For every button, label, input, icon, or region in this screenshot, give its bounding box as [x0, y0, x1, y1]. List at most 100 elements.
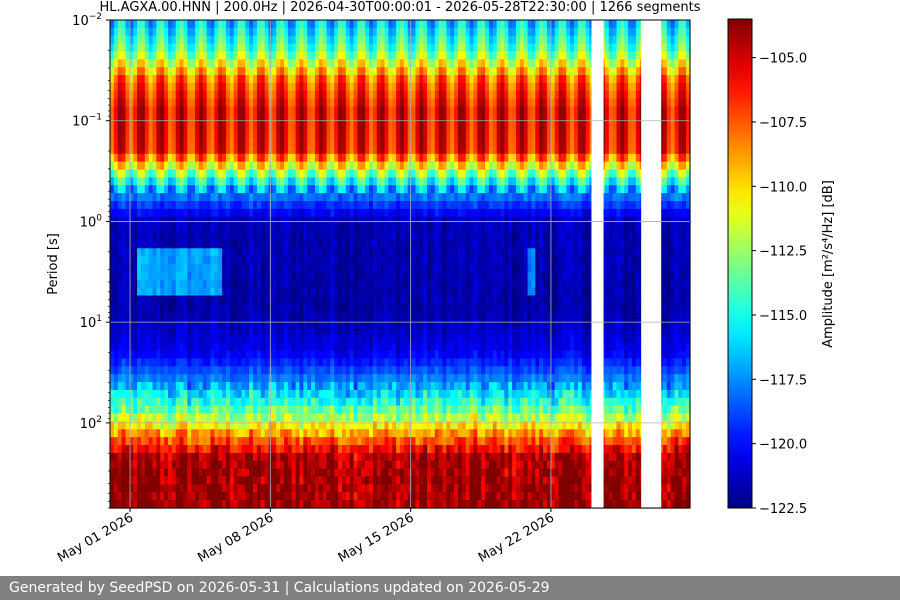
heat-cell	[152, 326, 157, 336]
heat-cell	[206, 90, 212, 100]
heat-cell	[140, 27, 146, 37]
heat-cell	[403, 216, 409, 226]
heat-cell	[345, 295, 351, 304]
heat-cell	[322, 421, 328, 430]
heat-cell	[284, 389, 289, 399]
heat-cell	[168, 437, 173, 446]
heat-cell	[299, 35, 304, 45]
heat-cell	[372, 303, 378, 312]
heat-cell	[214, 240, 219, 249]
heat-cell	[160, 27, 165, 37]
heat-cell	[272, 279, 277, 289]
heat-cell	[284, 169, 289, 179]
heat-cell	[222, 201, 227, 210]
heat-cell	[314, 437, 320, 446]
heat-cell	[249, 366, 254, 375]
heat-cell	[326, 248, 331, 257]
heat-cell	[125, 468, 130, 478]
heat-cell	[326, 382, 331, 391]
heat-cell	[191, 397, 196, 407]
heat-cell	[210, 43, 215, 53]
heat-cell	[260, 27, 266, 37]
heat-cell	[137, 232, 142, 241]
heat-cell	[342, 193, 347, 202]
heat-cell	[226, 319, 231, 328]
heat-cell	[260, 413, 266, 423]
heat-cell	[407, 98, 413, 108]
heat-cell	[314, 295, 320, 304]
heat-cell	[400, 460, 405, 470]
heat-cell	[222, 145, 227, 155]
heat-cell	[384, 500, 389, 509]
heat-cell	[307, 319, 312, 328]
heat-cell	[365, 271, 370, 281]
heat-cell	[241, 468, 246, 478]
heat-cell	[113, 161, 119, 171]
heat-cell	[372, 319, 378, 328]
heat-cell	[206, 421, 212, 430]
heat-cell	[191, 460, 196, 470]
heat-cell	[198, 287, 204, 297]
heat-cell	[403, 405, 409, 415]
heat-cell	[372, 75, 378, 84]
heat-cell	[295, 484, 301, 493]
heat-cell	[303, 201, 308, 210]
heat-cell	[407, 67, 413, 76]
heat-cell	[365, 319, 370, 328]
heat-cell	[148, 106, 154, 116]
heat-cell	[342, 51, 347, 60]
heat-cell	[226, 311, 231, 320]
heat-cell	[326, 201, 331, 210]
heat-cell	[202, 397, 208, 407]
heat-cell	[400, 224, 405, 234]
heat-cell	[218, 240, 223, 249]
heat-cell	[276, 145, 281, 155]
heat-cell	[311, 256, 316, 265]
heat-cell	[164, 59, 169, 68]
heat-cell	[361, 295, 366, 304]
heat-cell	[171, 106, 177, 116]
heat-cell	[353, 326, 359, 336]
heat-cell	[392, 82, 397, 92]
heat-cell	[183, 405, 188, 415]
heat-cell	[237, 20, 243, 29]
heat-cell	[241, 161, 246, 171]
heat-cell	[291, 421, 297, 430]
heat-cell	[168, 405, 173, 415]
heat-cell	[202, 106, 208, 116]
heat-cell	[268, 122, 273, 131]
heat-cell	[280, 295, 285, 304]
heat-cell	[314, 90, 320, 100]
heat-cell	[202, 358, 208, 367]
heat-cell	[272, 374, 277, 383]
heat-cell	[396, 413, 401, 423]
heat-cell	[152, 342, 157, 352]
heat-cell	[110, 130, 115, 139]
heat-cell	[183, 232, 188, 241]
heat-cell	[160, 59, 165, 68]
heat-cell	[392, 468, 397, 478]
heat-cell	[229, 492, 235, 501]
heat-cell	[233, 35, 239, 45]
heat-cell	[419, 193, 424, 202]
heat-cell	[396, 271, 401, 281]
heat-cell	[156, 130, 161, 139]
heat-cell	[318, 106, 324, 116]
heat-cell	[264, 240, 270, 249]
heat-cell	[245, 334, 250, 344]
heat-cell	[392, 366, 397, 375]
heat-cell	[291, 334, 297, 344]
heat-cell	[256, 287, 262, 297]
heat-cell	[249, 51, 254, 60]
heat-cell	[241, 445, 246, 454]
heat-cell	[338, 358, 343, 367]
heat-cell	[338, 264, 343, 273]
heat-cell	[365, 240, 370, 249]
heat-cell	[311, 216, 316, 226]
heat-cell	[376, 122, 382, 131]
heat-cell	[198, 382, 204, 391]
heat-cell	[411, 413, 417, 423]
heat-cell	[357, 374, 362, 383]
heat-cell	[276, 319, 281, 328]
heat-cell	[276, 342, 281, 352]
